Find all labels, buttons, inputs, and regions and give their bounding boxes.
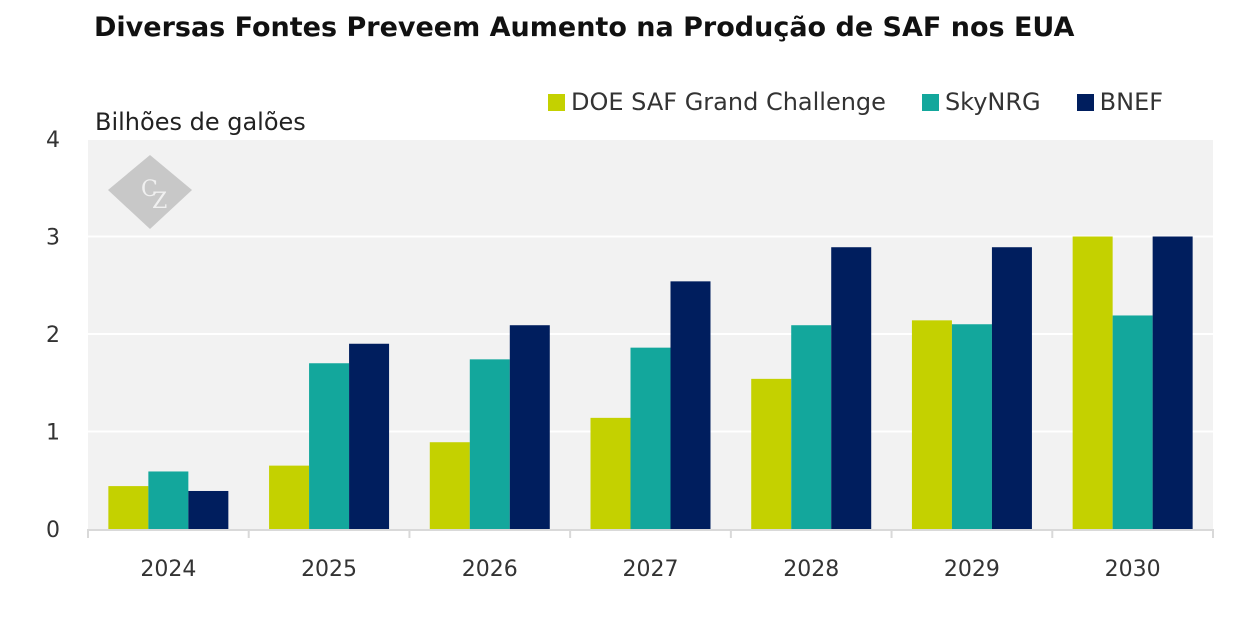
cz-logo-icon: C Z <box>108 155 192 229</box>
bar-skynrg-2030 <box>1112 315 1153 529</box>
y-tick-label: 2 <box>46 323 60 348</box>
legend-swatch-bnef <box>1076 93 1094 111</box>
x-tick-label: 2028 <box>783 557 839 582</box>
bar-bnef-2025 <box>349 343 390 529</box>
bar-bnef-2027 <box>670 281 711 529</box>
bar-skynrg-2024 <box>148 471 189 529</box>
legend-item-doe: DOE SAF Grand Challenge <box>548 88 886 116</box>
y-tick-label: 3 <box>46 226 60 251</box>
bar-doe-saf-grand-challenge-2024 <box>108 486 149 529</box>
bar-bnef-2026 <box>509 325 550 529</box>
legend-label-bnef: BNEF <box>1099 88 1164 116</box>
legend-swatch-skynrg <box>921 93 939 111</box>
svg-text:Z: Z <box>152 189 167 214</box>
bar-skynrg-2028 <box>791 325 832 529</box>
legend: DOE SAF Grand Challenge SkyNRG BNEF <box>548 88 1163 116</box>
x-tick-label: 2029 <box>944 557 1000 582</box>
y-tick-label: 4 <box>46 128 60 153</box>
x-tick-label: 2024 <box>140 557 196 582</box>
legend-label-doe: DOE SAF Grand Challenge <box>571 88 886 116</box>
bar-bnef-2029 <box>991 247 1032 529</box>
y-axis-label: Bilhões de galões <box>95 108 306 136</box>
bar-doe-saf-grand-challenge-2028 <box>751 378 792 529</box>
bar-bnef-2028 <box>831 247 872 529</box>
bar-bnef-2030 <box>1152 236 1193 529</box>
y-tick-label: 0 <box>46 518 60 543</box>
bar-skynrg-2027 <box>630 347 671 529</box>
bar-skynrg-2029 <box>951 324 992 529</box>
legend-label-skynrg: SkyNRG <box>944 88 1041 116</box>
svg-text:C: C <box>141 177 158 202</box>
chart-title: Diversas Fontes Preveem Aumento na Produ… <box>94 12 1075 43</box>
x-tick-label: 2030 <box>1105 557 1161 582</box>
x-tick-label: 2027 <box>623 557 679 582</box>
bar-doe-saf-grand-challenge-2025 <box>269 465 310 529</box>
legend-item-bnef: BNEF <box>1076 88 1164 116</box>
legend-swatch-doe <box>548 93 565 111</box>
bar-doe-saf-grand-challenge-2029 <box>911 320 952 529</box>
bar-doe-saf-grand-challenge-2027 <box>590 417 631 529</box>
bar-doe-saf-grand-challenge-2030 <box>1072 236 1113 529</box>
bar-bnef-2024 <box>188 490 229 529</box>
y-tick-label: 1 <box>46 421 60 446</box>
bar-skynrg-2026 <box>469 359 510 529</box>
x-tick-label: 2026 <box>462 557 518 582</box>
x-tick-label: 2025 <box>301 557 357 582</box>
legend-item-skynrg: SkyNRG <box>921 88 1041 116</box>
bar-doe-saf-grand-challenge-2026 <box>429 442 470 529</box>
bar-skynrg-2025 <box>309 363 350 529</box>
